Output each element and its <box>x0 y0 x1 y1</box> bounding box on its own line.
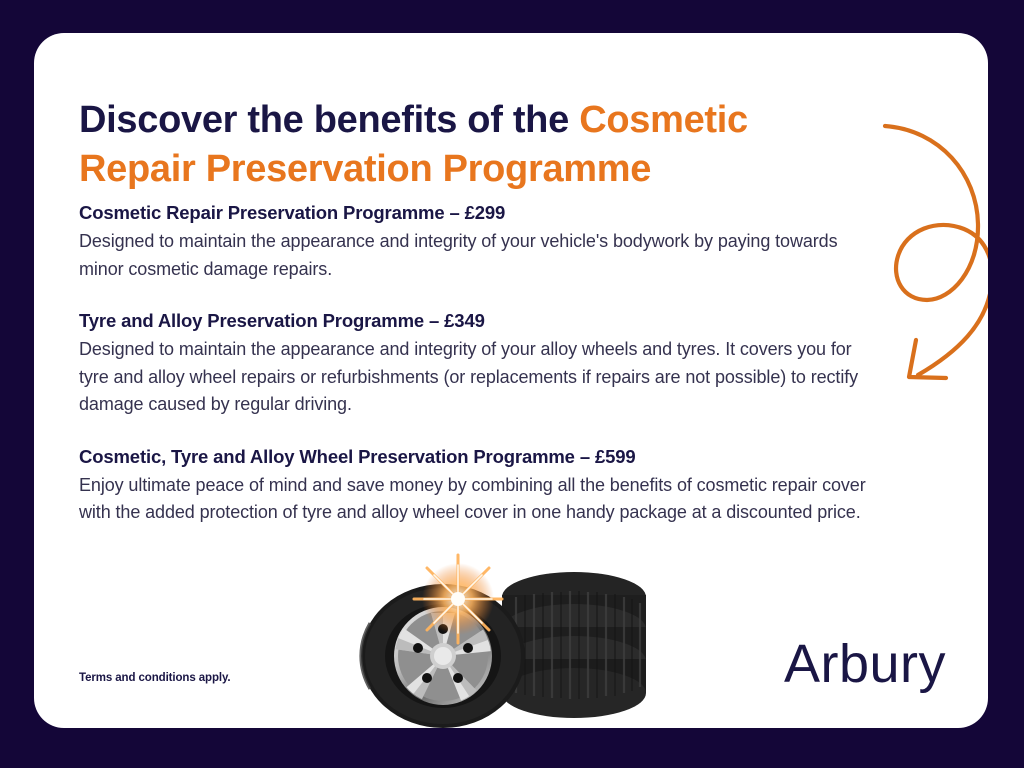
section-body: Designed to maintain the appearance and … <box>79 231 838 279</box>
title-line1-accent: Cosmetic <box>579 99 748 142</box>
content-card: Discover the benefits of the Cosmetic Re… <box>34 33 988 728</box>
section-body: Enjoy ultimate peace of mind and save mo… <box>79 474 866 523</box>
arbury-logo: Arbury <box>783 634 946 694</box>
stacked-tyres <box>502 572 646 718</box>
programme-section: Cosmetic, Tyre and Alloy Wheel Preservat… <box>79 445 869 527</box>
programme-sections: Cosmetic Repair Preservation Programme –… <box>79 201 869 527</box>
title-line1-dark: Discover the benefits of the <box>79 99 580 142</box>
programme-section: Cosmetic Repair Preservation Programme –… <box>79 201 869 283</box>
section-heading: Cosmetic Repair Preservation Programme –… <box>79 202 506 223</box>
title-line2-accent: Repair Preservation Programme <box>79 148 652 191</box>
sparkle-starburst-icon <box>412 553 504 645</box>
terms-and-conditions: Terms and conditions apply. <box>79 672 231 684</box>
section-body: Designed to maintain the appearance and … <box>79 339 859 415</box>
page-title: Discover the benefits of the Cosmetic Re… <box>79 96 869 193</box>
section-heading: Tyre and Alloy Preservation Programme – … <box>79 310 485 332</box>
tyre-stack-image <box>359 553 646 728</box>
programme-section: Tyre and Alloy Preservation Programme – … <box>79 309 869 419</box>
section-heading: Cosmetic, Tyre and Alloy Wheel Preservat… <box>79 445 636 467</box>
